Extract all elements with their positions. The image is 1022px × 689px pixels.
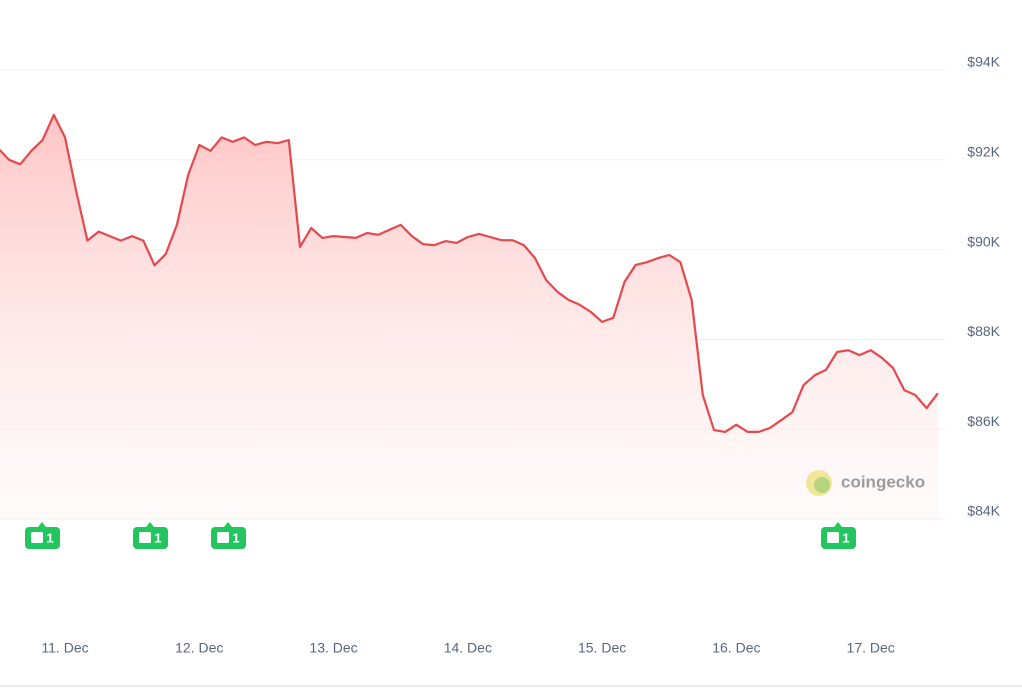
x-tick-label: 15. Dec bbox=[578, 640, 626, 656]
price-area bbox=[0, 114, 938, 519]
badge-count: 1 bbox=[232, 530, 239, 545]
badge-tip bbox=[38, 522, 46, 527]
badge-tip bbox=[834, 522, 842, 527]
news-badge[interactable]: 1 bbox=[211, 522, 246, 549]
badge-icon bbox=[827, 532, 839, 543]
news-badge[interactable]: 1 bbox=[25, 522, 60, 549]
x-tick-label: 11. Dec bbox=[41, 640, 88, 656]
badge-count: 1 bbox=[154, 530, 161, 545]
badge-count: 1 bbox=[842, 530, 849, 545]
y-tick-label: $92K bbox=[967, 144, 1000, 160]
news-badge[interactable]: 1 bbox=[821, 522, 856, 549]
badge-tip bbox=[224, 522, 232, 527]
news-badge[interactable]: 1 bbox=[133, 522, 168, 549]
x-tick-label: 17. Dec bbox=[847, 640, 895, 656]
price-line bbox=[0, 113, 939, 433]
badge-icon bbox=[139, 532, 151, 543]
y-tick-label: $88K bbox=[967, 323, 1000, 339]
y-tick-label: $84K bbox=[967, 503, 1000, 519]
badge-tip bbox=[146, 522, 154, 527]
x-tick-label: 16. Dec bbox=[712, 640, 760, 656]
y-tick-label: $86K bbox=[967, 413, 1000, 429]
badge-icon bbox=[31, 532, 43, 543]
badge-icon bbox=[217, 532, 229, 543]
y-tick-label: $90K bbox=[967, 233, 1000, 249]
x-tick-label: 13. Dec bbox=[309, 640, 357, 656]
x-tick-label: 14. Dec bbox=[444, 640, 492, 656]
x-tick-label: 12. Dec bbox=[175, 640, 223, 656]
badge-count: 1 bbox=[46, 530, 53, 545]
y-tick-label: $94K bbox=[967, 54, 1000, 70]
